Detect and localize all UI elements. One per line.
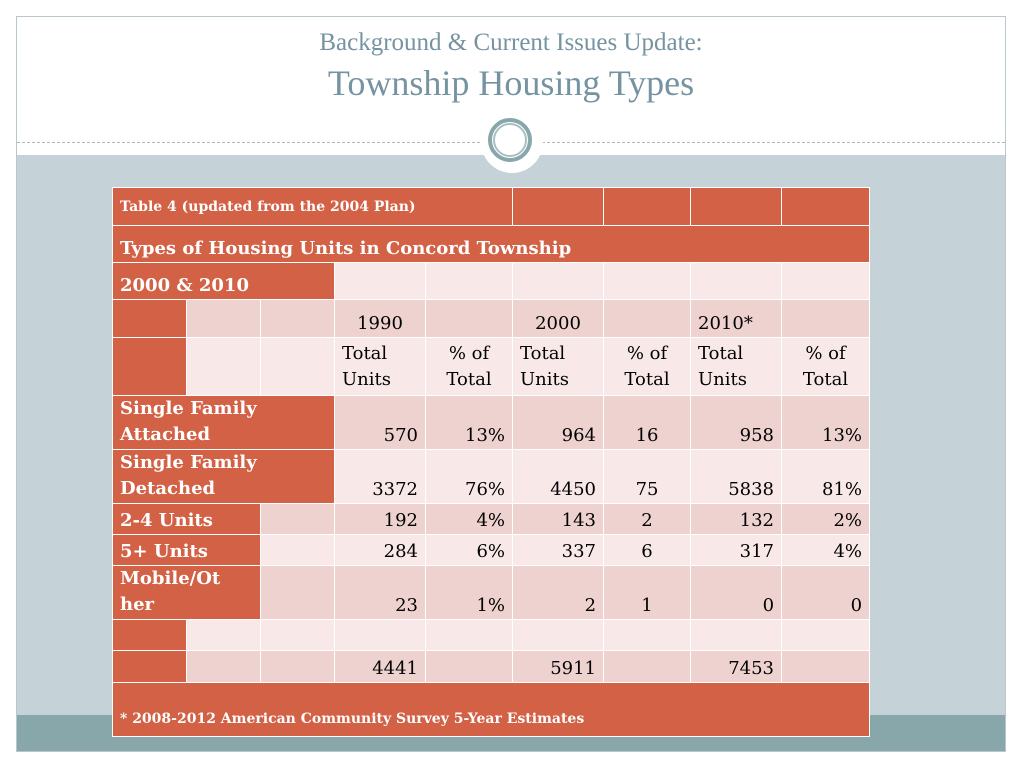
table-row: Mobile/Ot her 23 1% 2 1 0 0 bbox=[112, 565, 871, 620]
table-heading-row: Types of Housing Units in Concord Townsh… bbox=[111, 225, 871, 263]
year-1990: 1990 bbox=[334, 299, 426, 338]
total-2000: 5911 bbox=[512, 650, 605, 683]
totals-row: 4441 5911 7453 bbox=[112, 650, 871, 683]
row-label: 5+ Units bbox=[112, 534, 261, 566]
year-2010: 2010* bbox=[690, 299, 783, 338]
slide: Background & Current Issues Update: Town… bbox=[16, 16, 1006, 752]
year-2000: 2000 bbox=[512, 299, 605, 338]
slide-title: Township Housing Types bbox=[327, 63, 695, 103]
col-pct-total-1990: % of Total bbox=[424, 337, 514, 396]
empty-row bbox=[112, 619, 871, 651]
table-heading: Types of Housing Units in Concord Townsh… bbox=[111, 225, 871, 263]
row-label: Single Family Detached bbox=[112, 449, 335, 504]
year-header-row: 1990 2000 2010* bbox=[112, 299, 871, 338]
footnote-row: * 2008-2012 American Community Survey 5-… bbox=[111, 682, 871, 737]
row-label: 2-4 Units bbox=[112, 503, 261, 535]
table-caption-row: Table 4 (updated from the 2004 Plan) bbox=[111, 187, 871, 226]
total-2010: 7453 bbox=[690, 650, 783, 683]
col-pct-total-2000: % of Total bbox=[603, 337, 692, 396]
row-label: Single Family Attached bbox=[112, 395, 335, 450]
ornament-ring bbox=[488, 118, 532, 162]
table-row: 2-4 Units 192 4% 143 2 132 2% bbox=[112, 503, 871, 535]
total-1990: 4441 bbox=[334, 650, 426, 683]
table-caption: Table 4 (updated from the 2004 Plan) bbox=[111, 187, 514, 226]
housing-table-container: Table 4 (updated from the 2004 Plan) Typ… bbox=[111, 187, 871, 737]
ornament-inner-ring bbox=[493, 123, 527, 157]
years-label: 2000 & 2010 bbox=[112, 262, 335, 300]
footnote: * 2008-2012 American Community Survey 5-… bbox=[111, 682, 871, 737]
title-area: Background & Current Issues Update: Town… bbox=[17, 17, 1005, 143]
table-row: Single Family Detached 3372 76% 4450 75 … bbox=[112, 449, 871, 504]
col-total-units-1990: Total Units bbox=[334, 337, 426, 396]
slide-subtitle: Background & Current Issues Update: bbox=[319, 29, 703, 56]
col-total-units-2000: Total Units bbox=[512, 337, 605, 396]
column-label-row: Total Units % of Total Total Units % of … bbox=[112, 337, 871, 396]
col-total-units-2010: Total Units bbox=[690, 337, 783, 396]
table-row: Single Family Attached 570 13% 964 16 95… bbox=[112, 395, 871, 450]
years-row: 2000 & 2010 bbox=[112, 262, 871, 300]
table-row: 5+ Units 284 6% 337 6 317 4% bbox=[112, 534, 871, 566]
col-pct-total-2010: % of Total bbox=[781, 337, 871, 396]
housing-types-table: Table 4 (updated from the 2004 Plan) Typ… bbox=[111, 187, 871, 737]
row-label: Mobile/Ot her bbox=[112, 565, 261, 620]
